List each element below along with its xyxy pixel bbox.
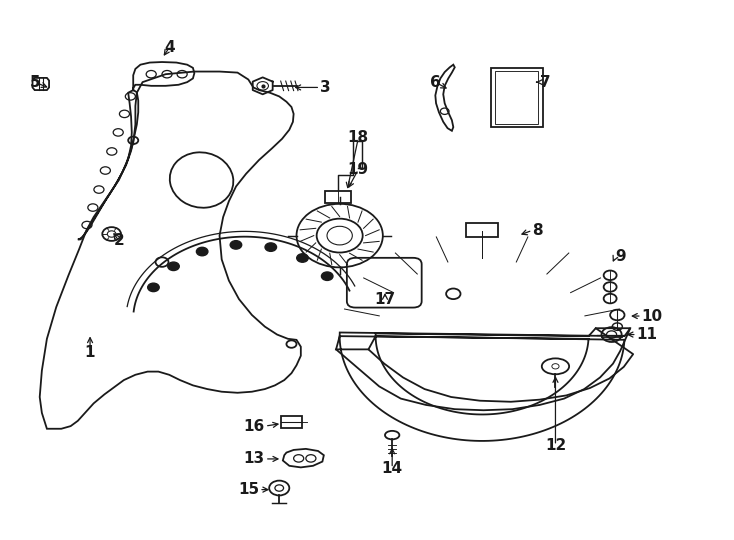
- Bar: [495, 71, 538, 124]
- Text: 15: 15: [238, 482, 259, 497]
- Circle shape: [148, 283, 159, 292]
- Circle shape: [265, 243, 277, 251]
- Text: 3: 3: [320, 80, 331, 95]
- Text: 8: 8: [532, 223, 543, 238]
- Circle shape: [552, 363, 559, 369]
- Text: 1: 1: [85, 345, 95, 360]
- Circle shape: [321, 272, 333, 280]
- Circle shape: [230, 241, 241, 249]
- Text: 6: 6: [430, 75, 440, 90]
- Text: 2: 2: [114, 233, 124, 248]
- Bar: [491, 68, 542, 127]
- Text: 5: 5: [29, 75, 40, 90]
- Text: 19: 19: [348, 162, 369, 177]
- Text: 10: 10: [642, 308, 663, 323]
- Text: 12: 12: [545, 438, 566, 453]
- Circle shape: [297, 254, 308, 262]
- Circle shape: [197, 247, 208, 256]
- Bar: [280, 416, 302, 428]
- Text: 18: 18: [348, 130, 369, 145]
- Bar: [325, 191, 351, 204]
- Text: 17: 17: [374, 292, 396, 307]
- Text: 4: 4: [164, 40, 175, 55]
- Text: 14: 14: [382, 461, 403, 476]
- Circle shape: [168, 262, 179, 271]
- Text: 7: 7: [539, 75, 550, 90]
- Text: 11: 11: [636, 327, 658, 342]
- Text: 16: 16: [244, 418, 265, 434]
- Text: 13: 13: [244, 451, 265, 467]
- Text: 9: 9: [615, 249, 626, 264]
